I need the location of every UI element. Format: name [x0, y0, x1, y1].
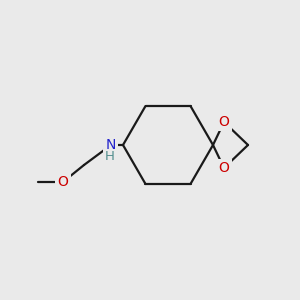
Text: O: O: [219, 161, 230, 175]
Text: O: O: [219, 115, 230, 129]
Text: N: N: [106, 138, 116, 152]
Text: H: H: [105, 151, 115, 164]
Text: O: O: [58, 175, 68, 189]
